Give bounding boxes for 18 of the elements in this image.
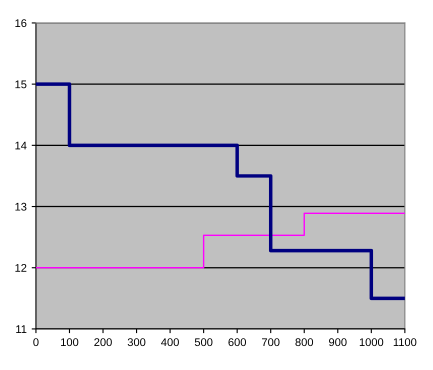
y-tick-label: 14 — [15, 142, 27, 150]
x-tick-label: 600 — [228, 338, 246, 346]
y-tick-label: 16 — [15, 19, 26, 28]
y-tick-label: 11 — [16, 325, 26, 333]
y-tick-label: 13 — [15, 202, 26, 211]
x-tick-label: 700 — [262, 338, 280, 346]
x-tick-label: 0 — [33, 338, 39, 346]
x-tick-label: 400 — [161, 338, 179, 346]
y-tick-label: 15 — [15, 80, 26, 88]
x-tick-label: 900 — [329, 338, 347, 346]
x-tick-label: 200 — [94, 338, 112, 346]
x-tick-label: 300 — [128, 338, 146, 346]
x-tick-label: 100 — [61, 338, 78, 346]
y-tick-label: 12 — [15, 264, 26, 272]
x-tick-label: 1000 — [360, 338, 384, 346]
x-tick-label: 800 — [295, 338, 314, 346]
x-tick-label: 500 — [194, 338, 212, 346]
x-tick-label: 1100 — [394, 338, 416, 346]
